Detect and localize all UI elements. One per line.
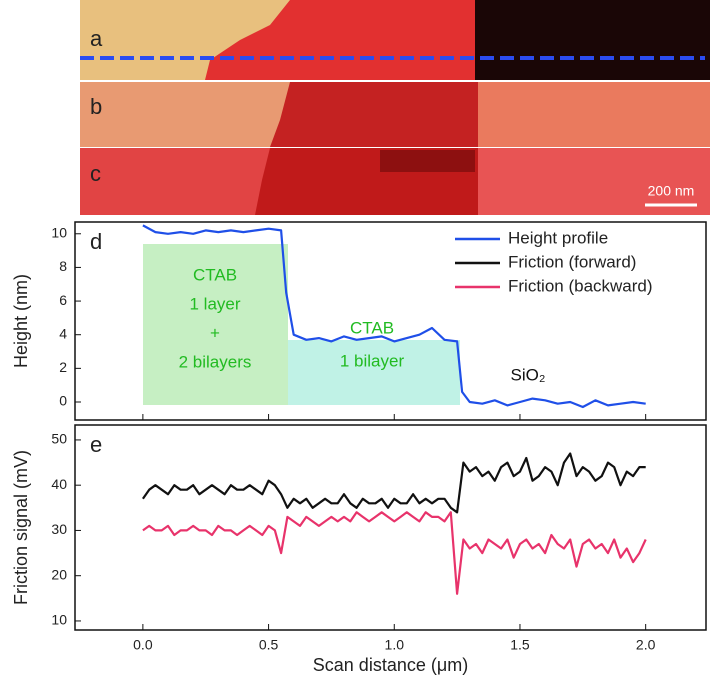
annotation: SiO₂ — [511, 365, 546, 384]
panel-label: c — [90, 161, 101, 186]
y-axis-title: Friction signal (mV) — [11, 450, 31, 605]
region — [270, 82, 478, 147]
x-tick-label: 2.0 — [636, 637, 656, 653]
afm-images: a b c 200 nm — [80, 0, 710, 215]
line — [141, 452, 646, 514]
legend-label: Friction (backward) — [508, 276, 653, 295]
x-tick-label: 1.5 — [510, 637, 530, 653]
panel-label: e — [90, 432, 102, 457]
x-tick-label: 0.5 — [259, 637, 279, 653]
shade — [288, 340, 460, 405]
annotation: CTAB — [193, 265, 237, 284]
y-tick-label: 20 — [51, 566, 67, 582]
panel-label: b — [90, 94, 102, 119]
annotation: 2 bilayers — [179, 352, 252, 371]
region — [380, 150, 475, 172]
x-axis-title: Scan distance (μm) — [313, 655, 468, 675]
y-tick-label: 50 — [51, 431, 67, 447]
line — [142, 224, 646, 409]
region — [475, 0, 710, 80]
legend-label: Friction (forward) — [508, 252, 636, 271]
shade — [143, 244, 288, 405]
plot-frame — [74, 424, 707, 631]
y-tick-label: 2 — [59, 359, 67, 375]
annotation: + — [210, 323, 220, 342]
x-tick-label: 1.0 — [385, 637, 405, 653]
annotation: 1 bilayer — [340, 351, 405, 370]
y-axis-title: Height (nm) — [11, 274, 31, 368]
y-tick-label: 10 — [51, 612, 67, 628]
y-tick-label: 0 — [59, 393, 67, 409]
scale-bar-label: 200 nm — [648, 183, 695, 199]
annotation: 1 layer — [189, 294, 240, 313]
y-tick-label: 8 — [59, 258, 67, 274]
y-tick-label: 40 — [51, 476, 67, 492]
annotation: CTAB — [350, 318, 394, 337]
legend-label: Height profile — [508, 228, 608, 247]
y-tick-label: 4 — [59, 325, 67, 341]
plot-frame — [74, 221, 707, 421]
panel-label: a — [90, 26, 103, 51]
y-tick-label: 6 — [59, 292, 67, 308]
y-tick-label: 10 — [51, 224, 67, 240]
region — [478, 82, 710, 147]
x-tick-label: 0.0 — [133, 637, 153, 653]
y-tick-label: 30 — [51, 521, 67, 537]
panel-label: d — [90, 229, 102, 254]
line — [142, 511, 647, 595]
